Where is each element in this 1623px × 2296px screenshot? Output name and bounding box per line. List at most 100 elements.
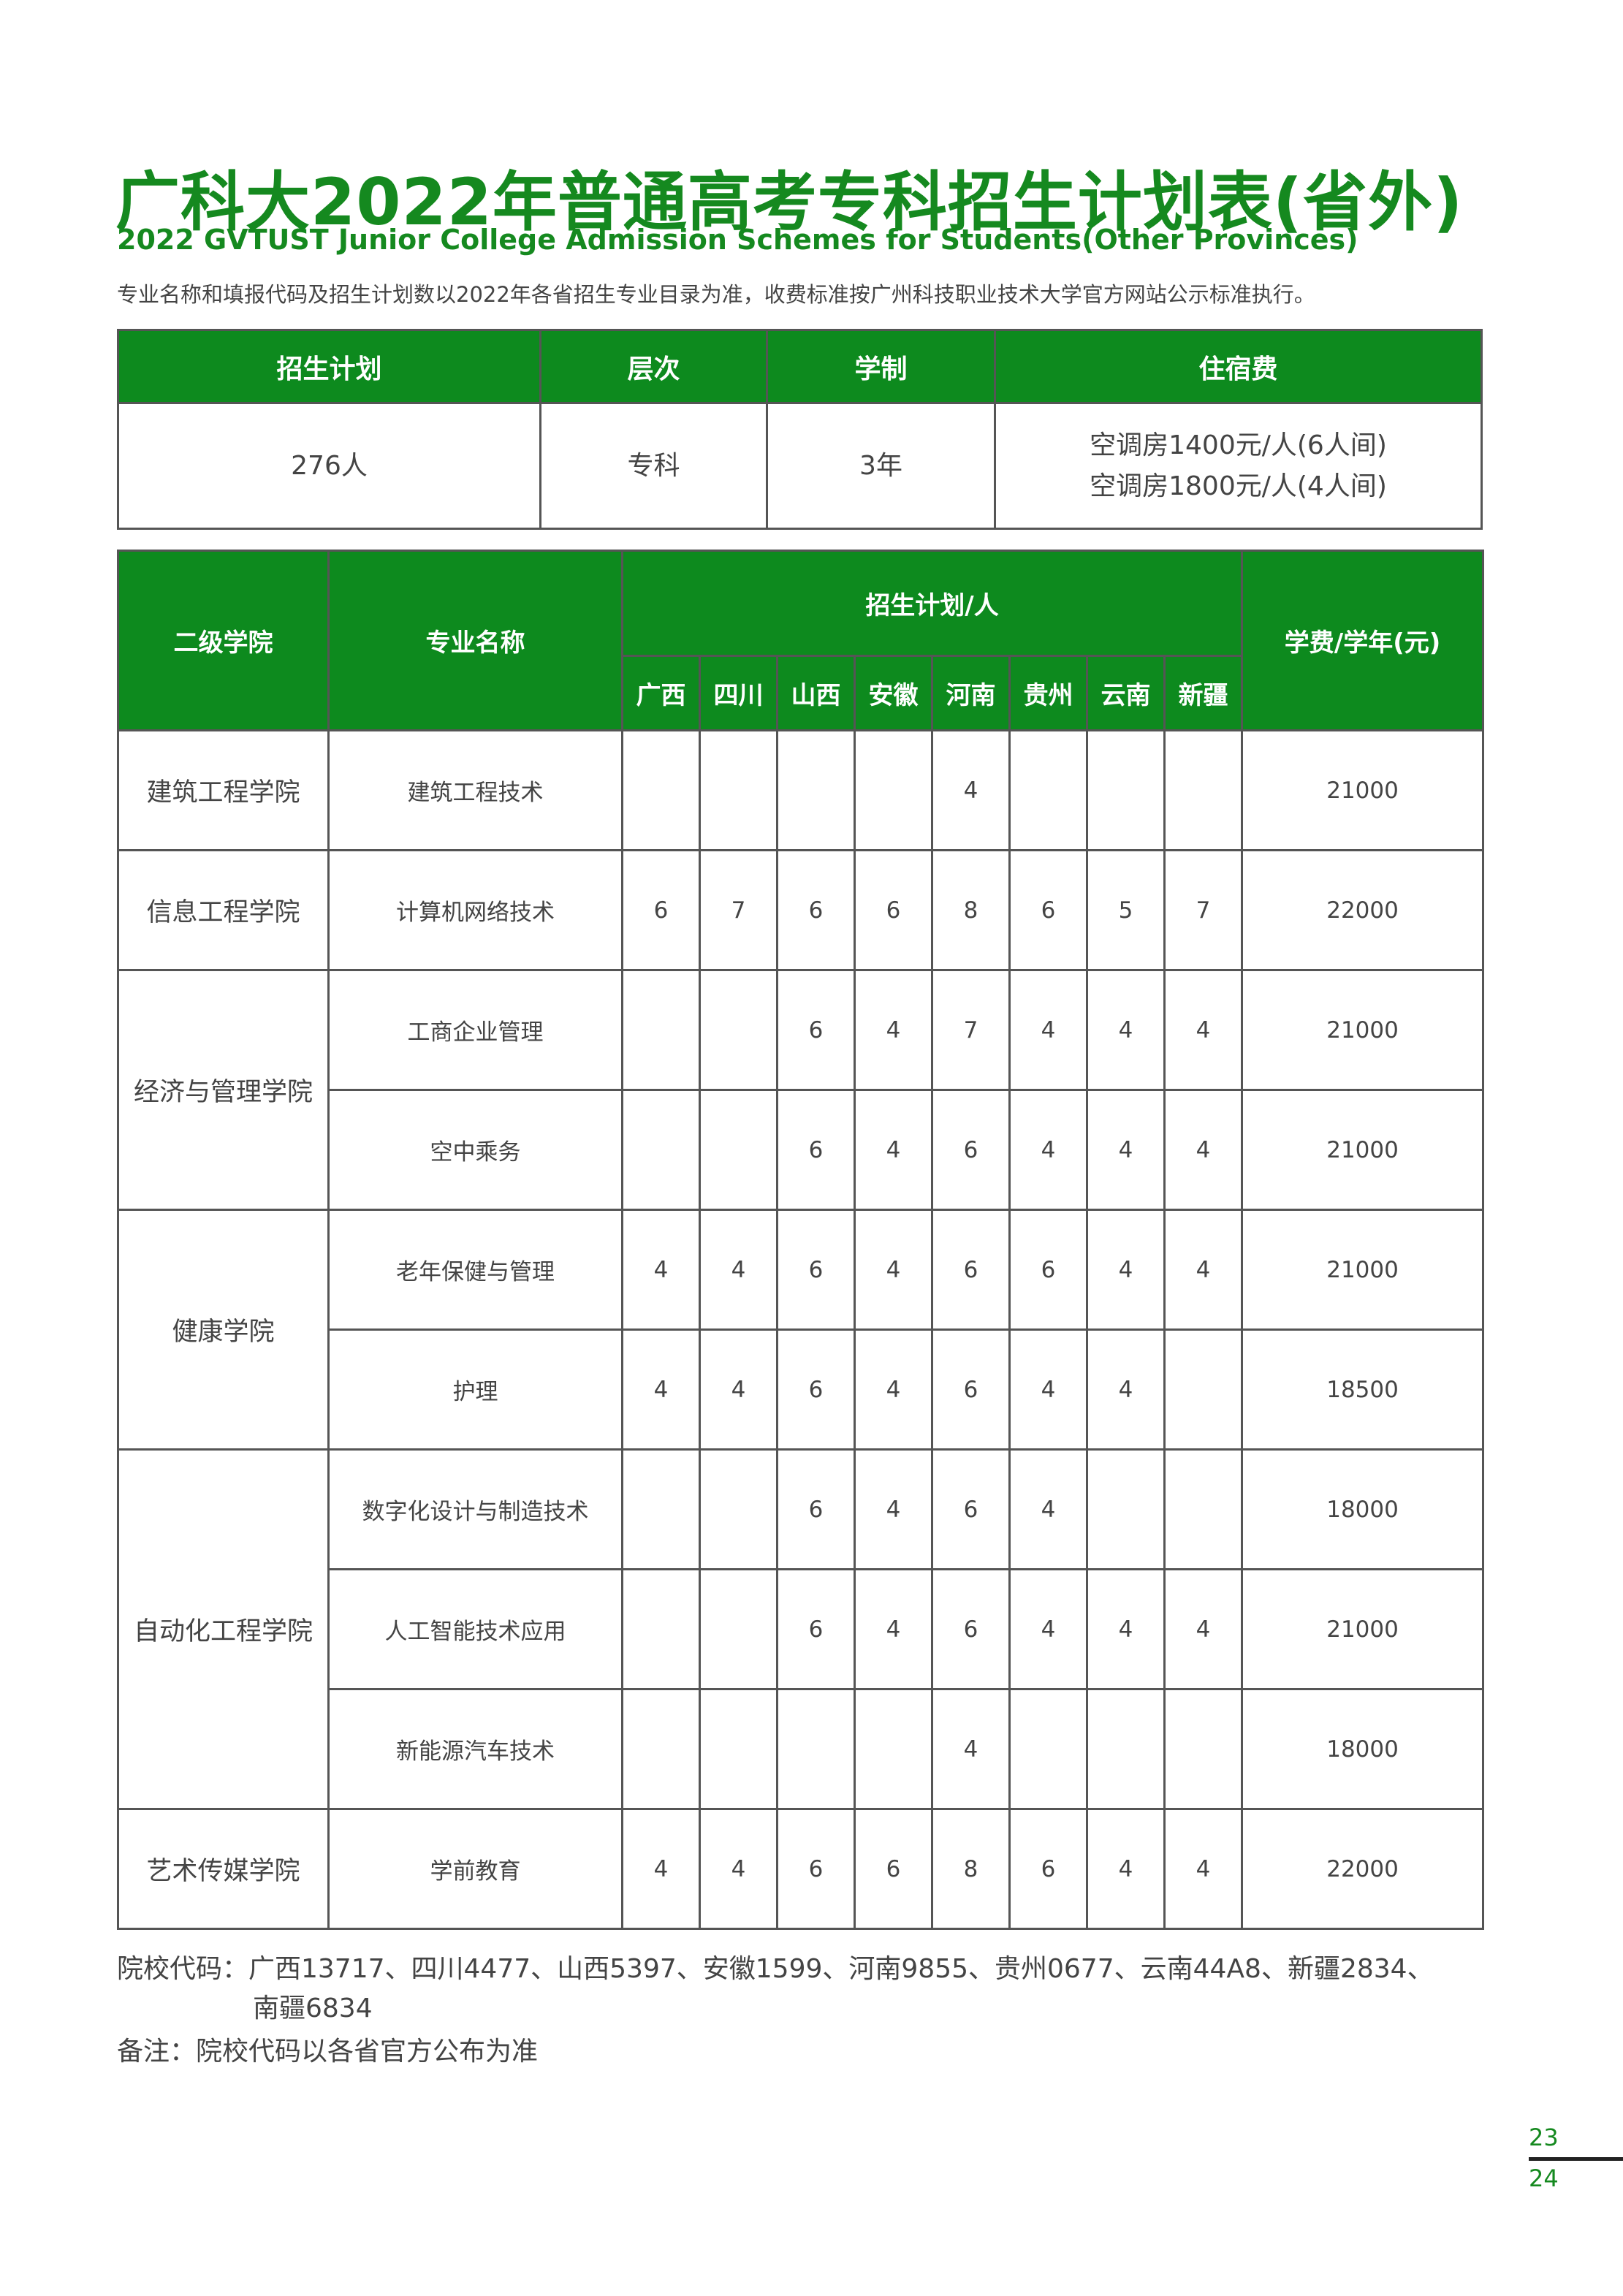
table-row: 经济与管理学院 工商企业管理 6 4 7 4 4 4 21000 xyxy=(117,969,1485,1211)
major-cell: 护理 xyxy=(327,1328,623,1451)
table-row: 信息工程学院 计算机网络技术 6 7 6 6 8 6 5 7 22000 xyxy=(117,849,1485,971)
major-cell: 学前教育 xyxy=(327,1808,623,1930)
count-cell xyxy=(699,969,778,1091)
count-cell: 4 xyxy=(1163,1209,1244,1331)
header-duration: 学制 xyxy=(766,329,996,404)
count-cell: 6 xyxy=(931,1328,1011,1451)
header-province: 山西 xyxy=(776,655,856,731)
count-cell: 4 xyxy=(1163,1568,1244,1690)
count-cell xyxy=(1008,729,1088,851)
institution-codes: 院校代码：广西13717、四川4477、山西5397、安徽1599、河南9855… xyxy=(117,1950,1505,2029)
count-cell: 7 xyxy=(1163,849,1244,971)
count-cell: 4 xyxy=(1086,1089,1166,1211)
plan-table: 二级学院 专业名称 招生计划/人 学费/学年(元) 广西 四川 山西 安徽 河南 贵州 云南… xyxy=(117,550,1485,1930)
count-cell: 4 xyxy=(699,1328,778,1451)
count-cell: 4 xyxy=(1086,1209,1166,1331)
count-cell: 4 xyxy=(1008,1448,1088,1570)
count-cell xyxy=(621,1089,701,1211)
count-cell: 6 xyxy=(931,1568,1011,1690)
count-cell xyxy=(621,969,701,1091)
header-major: 专业名称 xyxy=(327,550,623,731)
fee-cell: 22000 xyxy=(1241,849,1485,971)
count-cell xyxy=(699,1568,778,1690)
table-row: 艺术传媒学院 学前教育 4 4 6 6 8 6 4 4 22000 xyxy=(117,1808,1485,1930)
count-cell: 4 xyxy=(1008,1328,1088,1451)
header-province: 贵州 xyxy=(1008,655,1088,731)
count-cell: 8 xyxy=(931,849,1011,971)
count-cell: 4 xyxy=(854,969,933,1091)
major-cell: 人工智能技术应用 xyxy=(327,1568,623,1690)
header-fee: 学费/学年(元) xyxy=(1241,550,1485,731)
table-row: 空中乘务 6 4 6 4 4 4 21000 xyxy=(118,1089,1485,1211)
count-cell: 6 xyxy=(931,1448,1011,1570)
major-cell: 数字化设计与制造技术 xyxy=(327,1448,623,1570)
major-cell: 建筑工程技术 xyxy=(327,729,623,851)
count-cell xyxy=(854,1688,933,1810)
fee-cell: 21000 xyxy=(1241,969,1485,1091)
count-cell: 6 xyxy=(776,1209,856,1331)
count-cell: 6 xyxy=(776,1089,856,1211)
fee-cell: 22000 xyxy=(1241,1808,1485,1930)
table-row: 建筑工程学院 建筑工程技术 4 21000 xyxy=(117,729,1485,851)
header-province: 安徽 xyxy=(854,655,933,731)
divider xyxy=(1529,2157,1623,2161)
summary-table: 招生计划 层次 学制 住宿费 276人 专科 3年 空调房1400元/人(6人间… xyxy=(117,329,1483,530)
codes-line: 南疆6834 xyxy=(253,1993,373,2023)
major-cell: 老年保健与管理 xyxy=(327,1209,623,1331)
fee-cell: 21000 xyxy=(1241,1209,1485,1331)
header-province: 河南 xyxy=(931,655,1011,731)
count-cell: 4 xyxy=(1086,1808,1166,1930)
count-cell xyxy=(621,1568,701,1690)
fee-cell: 21000 xyxy=(1241,729,1485,851)
fee-cell: 18500 xyxy=(1241,1328,1485,1451)
count-cell xyxy=(776,729,856,851)
fee-cell: 21000 xyxy=(1241,1089,1485,1211)
count-cell: 7 xyxy=(699,849,778,971)
count-cell: 4 xyxy=(1008,1089,1088,1211)
dorm-value: 空调房1400元/人(6人间) 空调房1800元/人(4人间) xyxy=(994,402,1483,530)
count-cell: 4 xyxy=(854,1448,933,1570)
college-cell: 艺术传媒学院 xyxy=(117,1808,330,1930)
major-cell: 工商企业管理 xyxy=(327,969,623,1091)
remark: 备注：院校代码以各省官方公布为准 xyxy=(117,2037,539,2067)
count-cell xyxy=(621,729,701,851)
count-cell: 6 xyxy=(1008,849,1088,971)
count-cell xyxy=(1086,1688,1166,1810)
fee-cell: 18000 xyxy=(1241,1688,1485,1810)
fee-cell: 21000 xyxy=(1241,1568,1485,1690)
header-province: 云南 xyxy=(1086,655,1166,731)
count-cell xyxy=(1086,729,1166,851)
header-province: 四川 xyxy=(699,655,778,731)
count-cell: 6 xyxy=(854,849,933,971)
count-cell: 6 xyxy=(854,1808,933,1930)
major-cell: 新能源汽车技术 xyxy=(327,1688,623,1810)
count-cell: 4 xyxy=(854,1328,933,1451)
count-cell xyxy=(776,1688,856,1810)
page-number: 23 xyxy=(1529,2124,1559,2151)
count-cell: 6 xyxy=(1008,1209,1088,1331)
count-cell: 4 xyxy=(621,1328,701,1451)
count-cell: 4 xyxy=(1163,1089,1244,1211)
count-cell: 4 xyxy=(621,1209,701,1331)
count-cell xyxy=(1008,1688,1088,1810)
count-cell xyxy=(699,1089,778,1211)
count-cell: 6 xyxy=(931,1209,1011,1331)
count-cell: 7 xyxy=(931,969,1011,1091)
count-cell: 4 xyxy=(621,1808,701,1930)
count-cell: 4 xyxy=(1086,969,1166,1091)
level-value: 专科 xyxy=(539,402,768,530)
header-plan: 招生计划/人 xyxy=(620,550,1244,657)
count-cell: 6 xyxy=(776,1568,856,1690)
header-plan: 招生计划 xyxy=(117,329,541,404)
count-cell: 4 xyxy=(931,729,1011,851)
plan-value: 276人 xyxy=(117,402,541,530)
college-cell: 建筑工程学院 xyxy=(117,729,330,851)
dorm-option: 空调房1800元/人(4人间) xyxy=(1090,471,1387,501)
count-cell xyxy=(621,1448,701,1570)
count-cell xyxy=(699,1448,778,1570)
count-cell: 4 xyxy=(854,1089,933,1211)
count-cell xyxy=(1163,729,1244,851)
count-cell: 4 xyxy=(854,1568,933,1690)
college-cell: 自动化工程学院 xyxy=(117,1448,330,1810)
count-cell xyxy=(699,1688,778,1810)
